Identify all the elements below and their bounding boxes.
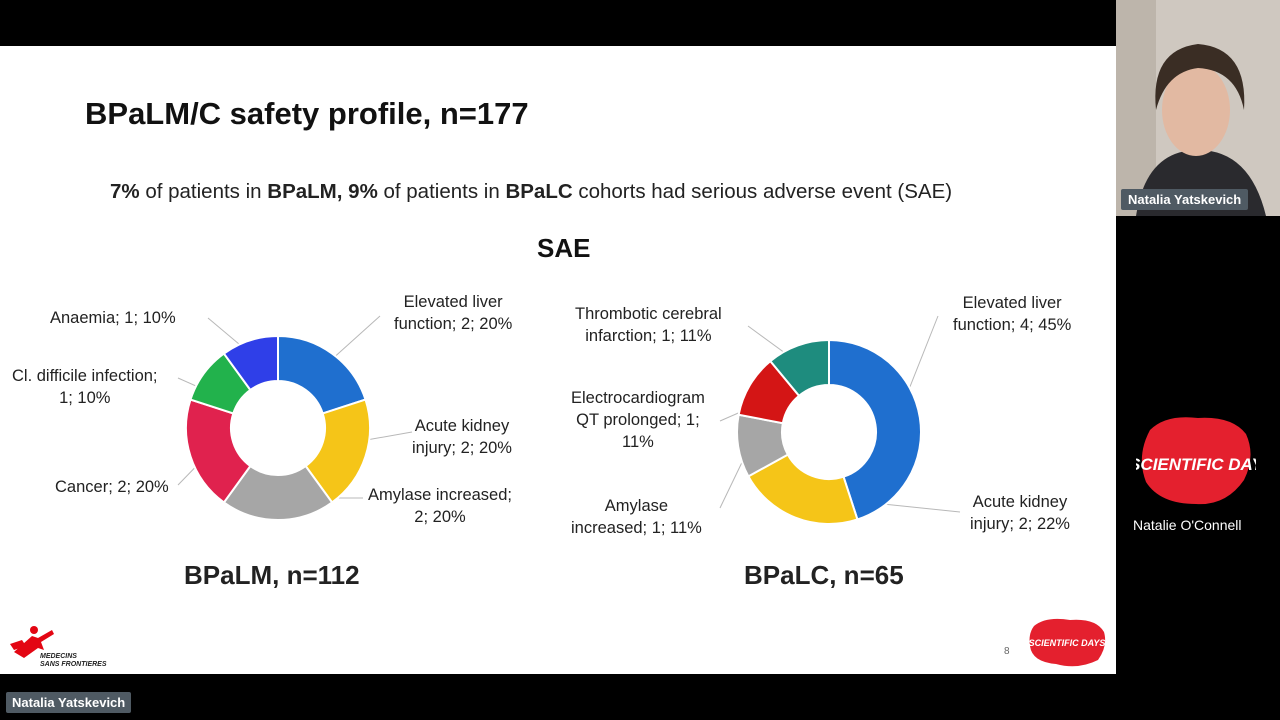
label-anaemia: Anaemia; 1; 10%: [50, 309, 176, 327]
label-ecg-qt: Electrocardiogram QT prolonged; 1; 11%: [571, 389, 705, 451]
presenter-name-tag: Natalia Yatskevich: [6, 692, 132, 713]
scientific-day-logo-text: SCIENTIFIC DAY: [1136, 455, 1256, 474]
speaker-video-tile[interactable]: [1116, 0, 1280, 216]
sae-heading: SAE: [537, 233, 591, 263]
leader-lines: [177, 315, 961, 513]
label-elevated-liver-right: Elevated liver function; 4; 45%: [953, 294, 1072, 334]
scientific-days-logo-text: SCIENTIFIC DAYS: [1029, 638, 1106, 648]
donut-slice-0: [828, 338, 922, 521]
label-cancer: Cancer; 2; 20%: [55, 478, 169, 496]
slide-title: BPaLM/C safety profile, n=177: [85, 96, 529, 131]
speaker-avatar: [1116, 0, 1280, 216]
label-amylase-right: Amylase increased; 1; 11%: [571, 497, 702, 537]
bpalc-donut-chart: [736, 338, 922, 525]
participant-name: Natalie O'Connell: [1133, 517, 1242, 533]
page-number: 8: [1004, 646, 1010, 657]
label-thrombotic: Thrombotic cerebral infarction; 1; 11%: [575, 305, 722, 345]
label-amylase-left: Amylase increased; 2; 20%: [368, 486, 512, 526]
slide-subtitle: 7% of patients in BPaLM, 9% of patients …: [110, 180, 953, 203]
msf-logo-text: MEDECINS SANS FRONTIERES: [40, 653, 107, 668]
msf-logo: [10, 626, 54, 658]
label-cdifficile: Cl. difficile infection; 1; 10%: [12, 367, 158, 407]
donut-slice-5: [222, 334, 279, 392]
label-acute-kidney-right: Acute kidney injury; 2; 22%: [970, 493, 1070, 533]
scientific-days-logo: SCIENTIFIC DAYS: [1029, 618, 1106, 667]
bpalc-cohort-title: BPaLC, n=65: [744, 560, 904, 590]
donut-slice-0: [277, 334, 367, 415]
bpalm-donut-chart: [185, 334, 371, 521]
scientific-day-logo: SCIENTIFIC DAY: [1136, 417, 1256, 505]
donut-slice-4: [768, 338, 830, 398]
label-acute-kidney-left: Acute kidney injury; 2; 20%: [412, 417, 512, 457]
bpalm-cohort-title: BPaLM, n=112: [184, 560, 360, 590]
speaker-name-tag: Natalia Yatskevich: [1121, 189, 1249, 210]
label-elevated-liver-left: Elevated liver function; 2; 20%: [394, 293, 513, 333]
presentation-slide: BPaLM/C safety profile, n=177 7% of pati…: [0, 46, 1116, 674]
